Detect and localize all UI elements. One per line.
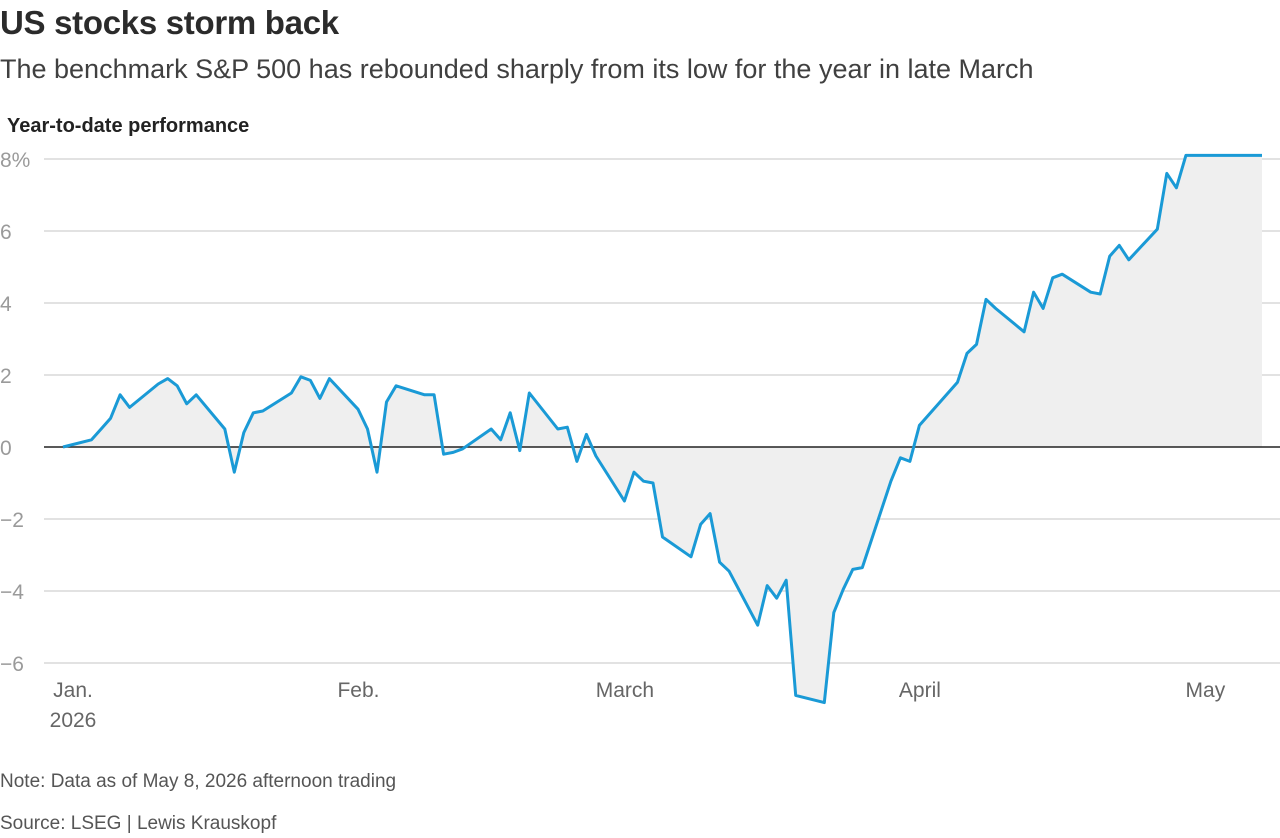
y-tick-label: 0 (0, 437, 12, 460)
x-tick-label: March (596, 679, 654, 702)
y-tick-label: 2 (0, 365, 12, 388)
y-axis-ticks: 8% 6 4 2 0 −2 −4 −6 (0, 149, 30, 676)
y-tick-label: 6 (0, 221, 12, 244)
area-fill (63, 155, 1262, 703)
y-tick-label: −2 (0, 509, 24, 532)
chart-title: US stocks storm back (0, 4, 339, 41)
y-tick-label: 4 (0, 293, 12, 316)
x-tick-label: Jan. (53, 679, 93, 702)
series-line (62, 153, 1262, 705)
x-axis-ticks: Jan. 2026 Feb. March April May (50, 679, 1226, 732)
line-chart: 8% 6 4 2 0 −2 −4 −6 Jan. 2026 Feb. March April May (0, 149, 1280, 732)
y-axis-label: Year-to-date performance (7, 115, 250, 137)
chart-note: Note: Data as of May 8, 2026 afternoon t… (0, 771, 397, 792)
x-tick-sublabel: 2026 (50, 709, 97, 732)
chart-source: Source: LSEG | Lewis Krauskopf (0, 813, 277, 834)
y-tick-label: −6 (0, 653, 24, 676)
y-tick-label: 8% (0, 149, 30, 172)
y-tick-label: −4 (0, 581, 24, 604)
chart-subtitle: The benchmark S&P 500 has rebounded shar… (0, 54, 1034, 84)
x-tick-label: Feb. (337, 679, 379, 702)
x-tick-label: May (1186, 679, 1226, 702)
x-tick-label: April (899, 679, 941, 702)
